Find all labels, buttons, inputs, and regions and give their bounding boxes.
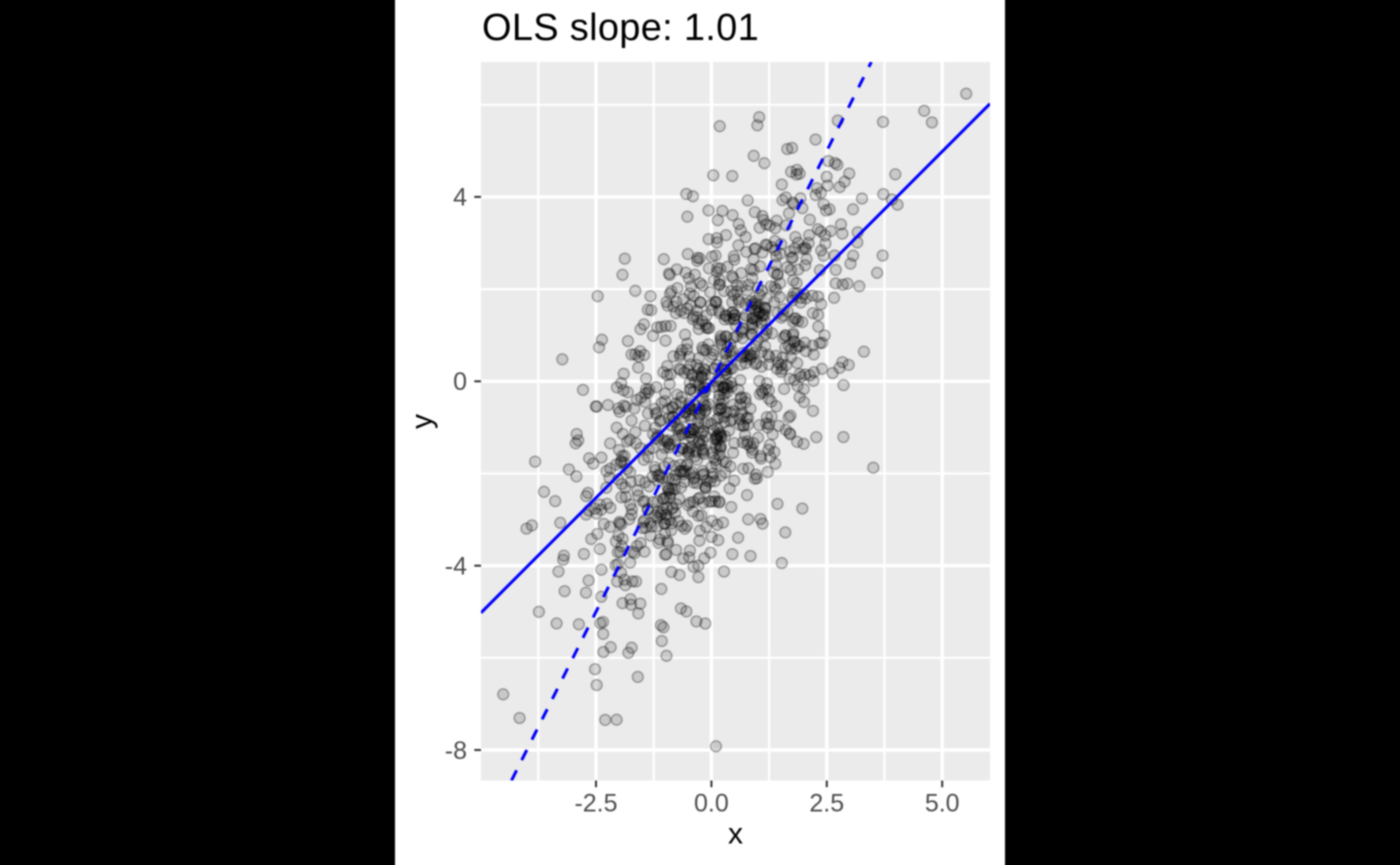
svg-text:OLS slope: 1.01: OLS slope: 1.01 [482,7,759,49]
svg-text:y: y [406,414,439,429]
svg-text:4: 4 [453,184,467,212]
svg-text:-8: -8 [445,737,467,765]
svg-text:5.0: 5.0 [925,790,960,818]
svg-text:x: x [728,818,743,851]
svg-text:0: 0 [453,368,467,396]
svg-text:2.5: 2.5 [809,790,844,818]
svg-text:-4: -4 [445,553,467,581]
svg-text:-2.5: -2.5 [574,790,617,818]
svg-text:0.0: 0.0 [694,790,729,818]
